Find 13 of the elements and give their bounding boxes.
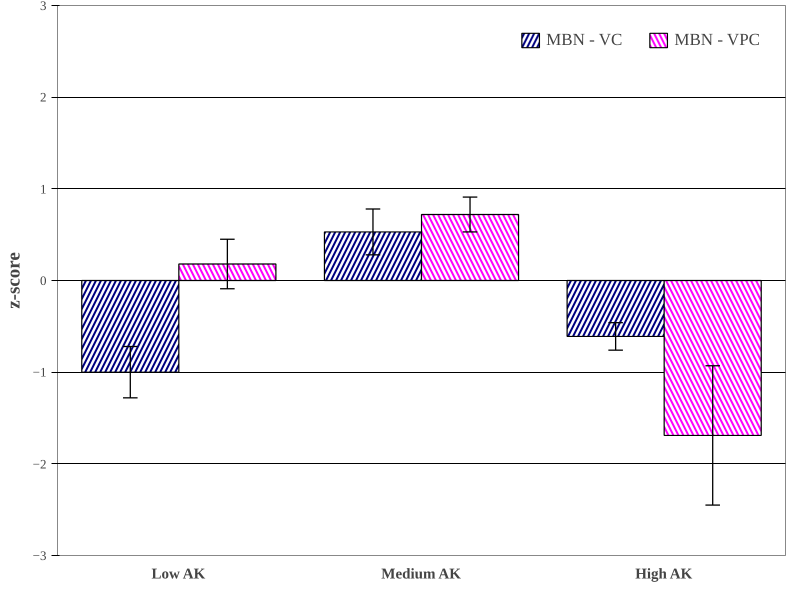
x-tick-label: Low AK [152,566,206,582]
y-tick-label: 0 [40,273,46,288]
y-tick-label: 1 [40,181,46,196]
x-tick-label: Medium AK [381,566,462,582]
y-tick-label: −2 [32,456,47,472]
x-tick-label: High AK [635,566,693,582]
y-tick-label: 2 [40,90,46,105]
y-tick-label: −3 [32,548,47,563]
y-tick-label: 3 [40,0,46,13]
y-tick-label: −1 [32,364,47,380]
y-axis-title: z-score [4,252,25,309]
legend-label: MBN - VPC [674,30,760,50]
legend-label: MBN - VC [546,30,622,50]
